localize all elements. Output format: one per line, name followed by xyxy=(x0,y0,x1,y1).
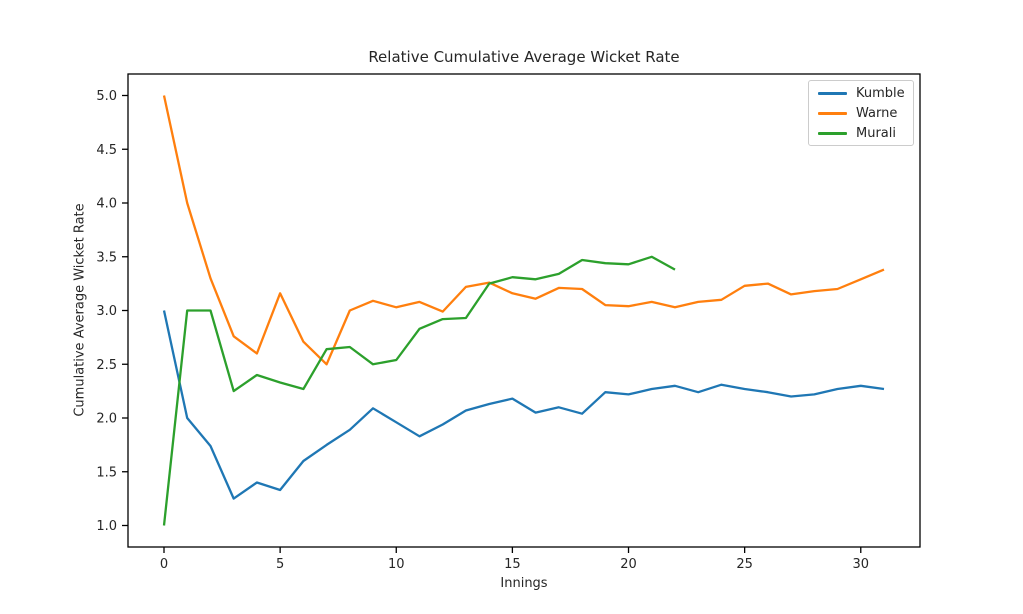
x-tick-label: 25 xyxy=(736,557,753,572)
x-tick-label: 20 xyxy=(620,557,637,572)
y-tick-label: 1.5 xyxy=(96,465,117,480)
y-tick-label: 5.0 xyxy=(96,89,117,104)
legend-item-warne: Warne xyxy=(818,103,913,123)
y-tick-label: 3.5 xyxy=(96,250,117,265)
legend-item-kumble: Kumble xyxy=(818,83,913,103)
y-tick-label: 1.0 xyxy=(96,519,117,534)
x-tick-label: 0 xyxy=(160,557,168,572)
legend-line-swatch-warne xyxy=(818,111,847,115)
y-tick-label: 3.0 xyxy=(96,304,117,319)
y-axis-label: Cumulative Average Wicket Rate xyxy=(72,203,88,417)
legend-line-swatch-murali xyxy=(818,131,847,135)
legend-line-swatch-kumble xyxy=(818,91,847,95)
y-tick-label: 2.0 xyxy=(96,412,117,427)
x-tick-label: 5 xyxy=(276,557,284,572)
y-tick-label: 2.5 xyxy=(96,358,117,373)
x-tick-label: 15 xyxy=(504,557,521,572)
x-tick-label: 10 xyxy=(388,557,405,572)
series-line-murali xyxy=(162,255,676,526)
y-tick-label: 4.5 xyxy=(96,143,117,158)
y-axis: 1.0 1.5 2.0 2.5 3.0 3.5 4.0 4.5 5.0 xyxy=(96,89,128,534)
legend-label-warne: Warne xyxy=(856,105,898,121)
series-line-kumble xyxy=(162,310,885,500)
x-tick-label: 30 xyxy=(853,557,870,572)
legend-item-murali: Murali xyxy=(818,123,913,143)
legend-label-murali: Murali xyxy=(856,125,896,141)
y-tick-label: 4.0 xyxy=(96,197,117,212)
chart-title: Relative Cumulative Average Wicket Rate xyxy=(368,48,680,66)
legend: Kumble Warne Murali xyxy=(808,80,914,146)
series-line-warne xyxy=(162,95,885,366)
plot-border xyxy=(127,73,921,548)
legend-label-kumble: Kumble xyxy=(856,85,905,101)
x-axis-label: Innings xyxy=(500,576,548,591)
x-axis: 0 5 10 15 20 25 30 xyxy=(160,547,869,572)
